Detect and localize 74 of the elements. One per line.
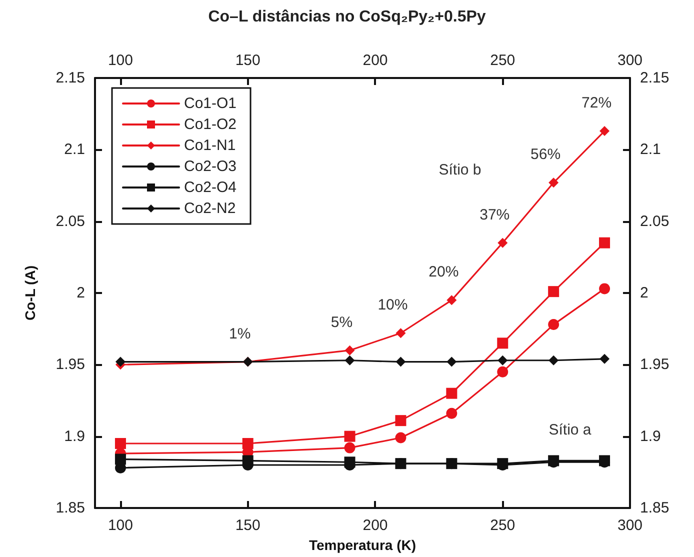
point: [497, 338, 508, 349]
annotation: 56%: [530, 146, 561, 164]
point: [446, 295, 457, 306]
point: [242, 438, 254, 449]
annotation: Sítio a: [548, 422, 592, 438]
x2-tick-label: 100: [108, 52, 133, 69]
point: [446, 458, 458, 470]
point: [548, 319, 560, 330]
point: [242, 455, 254, 466]
point: [497, 366, 508, 378]
y-tick-label: 2.05: [56, 212, 85, 230]
legend-label: Co2-O3: [184, 158, 237, 175]
legend-label: Co1-N1: [184, 137, 236, 154]
point: [114, 438, 126, 449]
point: [396, 328, 406, 338]
y-tick-label: 1.95: [56, 356, 85, 374]
point: [395, 415, 406, 426]
y2-tick-label: 1.9: [640, 428, 661, 445]
point: [446, 408, 458, 419]
y2-tick-label: 2.15: [640, 70, 670, 86]
legend-label: Co2-N2: [184, 200, 236, 217]
x-tick-label: 100: [108, 517, 133, 534]
y-tick-label: 2.15: [56, 70, 85, 86]
point: [115, 356, 126, 367]
point: [599, 283, 610, 294]
y2-tick-label: 2.1: [640, 141, 661, 158]
point: [344, 355, 355, 366]
point: [600, 354, 610, 364]
x2-tick-label: 200: [362, 52, 388, 69]
point: [395, 432, 406, 444]
point: [548, 178, 559, 188]
legend-label: Co2-O4: [184, 179, 237, 196]
y-axis-title: Co-L (A): [22, 266, 38, 320]
x-tick-label: 300: [617, 517, 643, 534]
point: [396, 356, 406, 367]
point: [446, 388, 458, 399]
x-tick-label: 150: [235, 517, 260, 534]
y-tick-label: 2: [76, 284, 85, 302]
y2-tick-label: 1.85: [640, 500, 670, 516]
point: [498, 238, 508, 248]
annotation: 5%: [330, 314, 353, 331]
annotation: 37%: [480, 206, 510, 224]
point: [498, 355, 508, 366]
annotation: 10%: [378, 296, 408, 314]
chart-title: Co–L distâncias no CoSq₂Py₂+0.5Py: [208, 8, 486, 26]
y2-tick-label: 2.05: [640, 212, 670, 230]
y-tick-label: 2.1: [64, 141, 85, 158]
point: [548, 355, 559, 366]
annotation: Sítio b: [438, 162, 482, 178]
point: [344, 442, 356, 454]
point: [446, 356, 457, 367]
annotation: 72%: [582, 94, 612, 112]
point: [395, 458, 406, 470]
y2-tick-label: 1.95: [640, 356, 670, 374]
x-tick-label: 250: [490, 517, 516, 534]
point: [114, 454, 126, 465]
y-tick-label: 1.85: [56, 500, 85, 516]
point: [600, 126, 610, 136]
point: [344, 456, 356, 468]
x-tick-label: 200: [362, 517, 388, 534]
legend-label: Co1-O1: [184, 95, 237, 112]
annotation: 20%: [428, 264, 459, 281]
annotation: 1%: [229, 325, 251, 342]
point: [344, 345, 355, 356]
x2-tick-label: 150: [235, 52, 260, 69]
point: [548, 286, 560, 298]
point: [599, 237, 610, 248]
x-axis-title: Temperatura (K): [308, 537, 416, 553]
x2-tick-label: 250: [490, 52, 516, 69]
y2-tick-label: 2: [640, 284, 648, 302]
point: [344, 430, 356, 442]
y-tick-label: 1.9: [64, 428, 85, 445]
x2-tick-label: 300: [617, 52, 643, 69]
legend-label: Co1-O2: [184, 116, 237, 133]
